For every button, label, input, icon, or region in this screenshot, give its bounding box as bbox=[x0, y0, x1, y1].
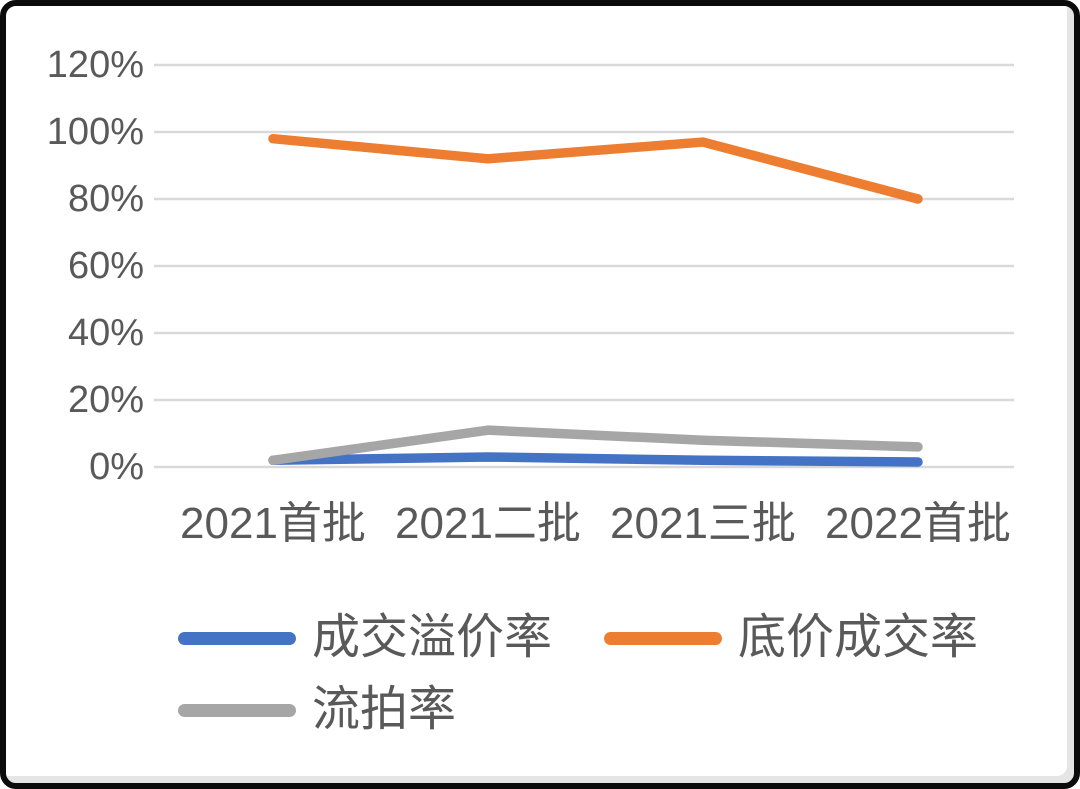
y-tick-label: 80% bbox=[67, 178, 144, 220]
legend-item: 成交溢价率 bbox=[178, 610, 552, 666]
y-tick-label: 40% bbox=[67, 312, 144, 354]
y-tick-label: 20% bbox=[67, 379, 144, 421]
x-category-label: 2021二批 bbox=[395, 499, 581, 548]
legend-label: 底价成交率 bbox=[738, 611, 979, 664]
x-category-label: 2021首批 bbox=[180, 499, 366, 548]
y-tick-label: 60% bbox=[67, 245, 144, 287]
y-tick-label: 0% bbox=[89, 446, 144, 488]
legend-label: 流拍率 bbox=[312, 683, 457, 736]
y-tick-label: 120% bbox=[46, 44, 144, 86]
x-category-label: 2021三批 bbox=[610, 499, 796, 548]
legend-item: 底价成交率 bbox=[604, 610, 978, 666]
series-line-1 bbox=[268, 133, 923, 204]
legend-item: 流拍率 bbox=[178, 682, 456, 738]
legend: 成交溢价率 底价成交率流拍率 bbox=[178, 610, 1028, 738]
series-line-2 bbox=[268, 425, 923, 466]
x-category-label: 2022首批 bbox=[825, 499, 1011, 548]
legend-swatch-icon bbox=[178, 631, 296, 645]
legend-label: 成交溢价率 bbox=[312, 611, 553, 664]
series-line-0 bbox=[268, 452, 923, 467]
plot-area bbox=[154, 63, 1014, 469]
legend-swatch-icon bbox=[178, 703, 296, 717]
legend-swatch-icon bbox=[604, 631, 723, 645]
y-tick-label: 100% bbox=[46, 111, 144, 153]
